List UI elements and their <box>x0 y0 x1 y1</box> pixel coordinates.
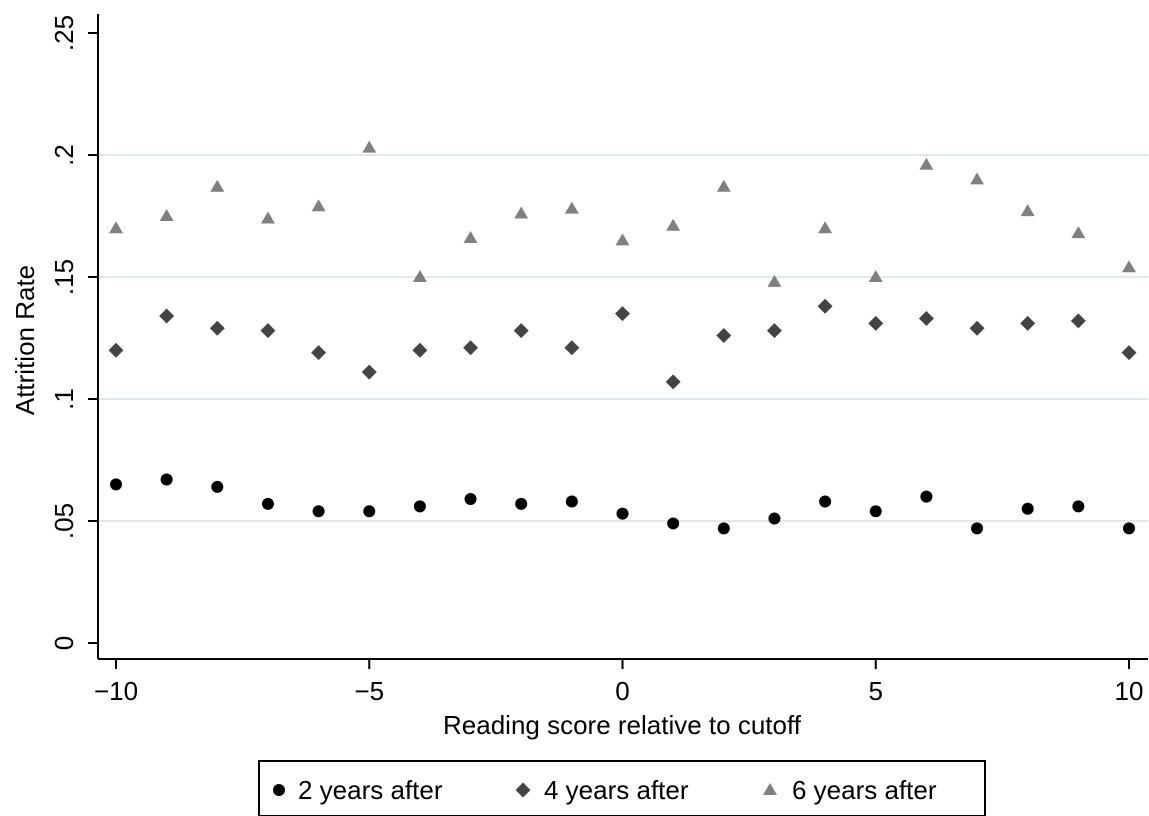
legend-label: 6 years after <box>792 775 937 805</box>
data-point <box>819 495 832 508</box>
data-point <box>1072 500 1085 513</box>
x-tick-label: 10 <box>1115 676 1144 706</box>
data-point <box>919 157 934 170</box>
data-point <box>361 364 377 380</box>
data-point <box>615 306 630 322</box>
y-axis-title: Attrition Rate <box>10 265 40 415</box>
data-point <box>312 505 325 518</box>
data-point <box>564 201 579 214</box>
data-point <box>970 172 985 185</box>
data-point <box>918 310 934 326</box>
data-point <box>260 211 275 224</box>
x-tick-label: −5 <box>354 676 384 706</box>
data-point <box>971 522 984 535</box>
data-point <box>716 328 732 344</box>
data-point <box>261 497 274 510</box>
data-point <box>513 323 529 339</box>
data-points <box>108 140 1137 535</box>
data-point <box>665 374 681 390</box>
data-point <box>1122 260 1136 273</box>
data-point <box>110 478 122 491</box>
data-point <box>311 199 326 212</box>
data-point <box>817 298 833 314</box>
data-point <box>1123 522 1135 535</box>
data-point <box>565 495 578 508</box>
data-point <box>666 218 681 231</box>
data-point <box>514 206 529 219</box>
data-point <box>766 323 782 339</box>
data-point <box>818 221 833 234</box>
data-point <box>210 179 225 192</box>
data-point <box>464 493 477 506</box>
data-point <box>868 270 883 282</box>
data-point <box>768 512 781 525</box>
data-point <box>1021 502 1034 515</box>
y-tick-label: .25 <box>49 15 79 51</box>
y-tick-label: .2 <box>49 144 79 166</box>
data-point <box>1070 313 1086 329</box>
x-axis-title: Reading score relative to cutoff <box>443 710 802 740</box>
data-point <box>717 522 730 535</box>
legend-marker <box>273 784 285 796</box>
data-point <box>160 473 173 486</box>
legend-marker <box>515 782 531 798</box>
data-point <box>260 323 276 339</box>
data-point <box>412 342 428 358</box>
data-point <box>159 209 174 221</box>
data-point <box>363 505 376 518</box>
data-point <box>412 270 427 282</box>
data-point <box>1020 204 1035 217</box>
data-point <box>920 490 933 503</box>
data-point <box>1121 345 1137 361</box>
data-point <box>868 315 884 331</box>
data-point <box>615 233 630 246</box>
data-point <box>616 507 629 520</box>
data-point <box>311 345 327 361</box>
y-tick-label: 0 <box>49 636 79 650</box>
legend: 2 years after 4 years after 6 years after <box>258 760 986 816</box>
data-point <box>564 340 580 356</box>
data-point <box>969 320 985 336</box>
y-tick-label: .1 <box>49 388 79 410</box>
y-tick-label: .15 <box>49 259 79 295</box>
data-point <box>463 230 478 243</box>
data-point <box>159 308 175 324</box>
data-point <box>1071 226 1086 239</box>
data-point <box>209 320 225 336</box>
data-point <box>1020 315 1036 331</box>
legend-marker <box>763 783 777 795</box>
gridlines <box>99 154 1148 522</box>
legend-box <box>258 760 986 816</box>
data-point <box>108 342 124 358</box>
data-point <box>211 480 224 493</box>
legend-label: 4 years after <box>544 775 689 805</box>
data-point <box>767 274 782 287</box>
x-tick-label: 5 <box>869 676 883 706</box>
legend-label: 2 years after <box>298 775 443 805</box>
data-point <box>109 221 123 234</box>
data-point <box>667 517 680 530</box>
data-point <box>515 497 528 510</box>
data-point <box>362 140 377 153</box>
x-tick-label: 0 <box>615 676 629 706</box>
x-tick-label: −10 <box>94 676 138 706</box>
data-point <box>869 505 882 518</box>
data-point <box>463 340 479 356</box>
data-point <box>716 179 731 192</box>
axes: 0 .05 .1 .15 .2 .25 −10 −5 0 5 10 <box>49 14 1148 706</box>
y-tick-label: .05 <box>49 503 79 539</box>
data-point <box>413 500 426 513</box>
